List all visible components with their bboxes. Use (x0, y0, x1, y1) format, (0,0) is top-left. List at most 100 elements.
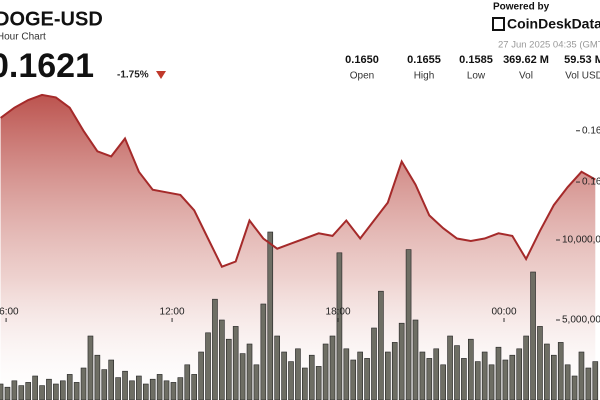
volume-bar (495, 346, 502, 400)
volume-bar (336, 252, 343, 400)
stat-value: 0.1650 (345, 54, 379, 66)
volume-bar (391, 342, 398, 400)
stat-label: Vol USD (565, 71, 600, 82)
stat-label: Vol (519, 71, 533, 82)
x-tick-label: 06:00 (0, 307, 19, 318)
volume-bar (412, 319, 419, 400)
volume-bar (163, 380, 170, 400)
volume-bar (73, 382, 80, 400)
volume-bar (253, 364, 260, 400)
volume-bar (0, 383, 4, 400)
stat-value: 0.1585 (459, 54, 493, 66)
volume-bar (115, 377, 121, 400)
volume-tick-label: 10,000,000 (562, 235, 600, 246)
volume-bar (225, 338, 232, 400)
stat-label: High (414, 71, 435, 82)
volume-bar (350, 359, 357, 400)
stat-value: 369.62 M (503, 54, 549, 66)
stats: 0.1650 Open 0.1655 High 0.1585 Low 369.62 M Vol… (345, 54, 600, 82)
timestamp: 27 Jun 2025 04:35 (GMT (498, 40, 600, 51)
volume-bar (571, 375, 578, 400)
volume-bar (156, 374, 163, 400)
volume-bar (564, 364, 571, 400)
volume-bar (94, 354, 101, 400)
volume-bar (87, 335, 94, 400)
volume-bar (288, 361, 294, 400)
volume-bar (177, 377, 184, 400)
volume-bar (468, 338, 474, 400)
volume-bar (274, 335, 280, 400)
down-arrow (156, 71, 166, 79)
y-tick-label: 0.1620 (582, 177, 600, 188)
volume-bar (474, 361, 481, 400)
logo-icon (492, 17, 505, 31)
volume-bar (537, 326, 543, 400)
volume-bar (419, 351, 426, 400)
volume-bar (66, 374, 73, 400)
volume-bar (322, 343, 329, 400)
volume-bar (281, 351, 287, 400)
x-tick-label: 18:00 (326, 307, 351, 318)
price-area (0, 94, 596, 400)
volume-bar (219, 319, 225, 400)
price: 0.1621 (0, 47, 94, 85)
volume-bar (488, 364, 495, 400)
price-line (0, 93, 596, 268)
plot: 06:00 12:00 18:00 00:00 0.1640 0.1620 10,000,0… (0, 93, 600, 400)
stat-label: Low (467, 71, 486, 82)
change: -1.75% (117, 70, 149, 81)
stat-value: 0.1655 (407, 54, 441, 66)
volume-bar (32, 375, 38, 400)
volume-bar (357, 351, 363, 400)
y-tick-label: 0.1640 (582, 125, 600, 136)
volume-bar (551, 354, 557, 400)
volume-bar (80, 367, 87, 400)
volume-bar (232, 326, 239, 400)
volume-bar (481, 351, 488, 400)
volume-bar (426, 358, 433, 400)
volume-bar (142, 383, 149, 400)
symbol: DOGE-USD (0, 8, 103, 30)
volume-bar (149, 378, 156, 400)
volume-bar (101, 369, 108, 400)
volume-bar (295, 348, 301, 400)
volume-bar (385, 351, 391, 400)
volume-bar (239, 353, 246, 400)
volume-bar (246, 343, 253, 400)
subtitle: 24 Hour Chart (0, 32, 46, 43)
volume-bar (557, 342, 564, 400)
volume-tick-label: 5,000,000 (562, 315, 600, 326)
volume-bar (11, 380, 18, 400)
volume-bar (25, 382, 32, 400)
stat-value: 59.53 M (564, 54, 600, 66)
volume-bar (371, 327, 377, 400)
volume-bar (184, 364, 191, 400)
volume-bar (122, 370, 128, 400)
volume-bar (136, 375, 142, 400)
volume-bar (191, 374, 197, 400)
volume-bar (509, 354, 516, 400)
volume-bar (260, 303, 267, 400)
volume-bar (405, 249, 412, 400)
volume-bar (461, 358, 467, 400)
volume-bar (364, 358, 370, 400)
volume-bar (46, 378, 52, 400)
volume-bar (308, 354, 315, 400)
x-tick-label: 12:00 (160, 307, 185, 318)
stat-label: Open (350, 71, 374, 82)
volume-bar (433, 348, 440, 400)
volume-bar (4, 386, 11, 400)
volume-bar (170, 382, 177, 400)
x-tick-label: 00:00 (491, 307, 516, 318)
volume-bar (129, 380, 135, 400)
volume-bar (516, 348, 523, 400)
volume-bar (108, 359, 115, 400)
volume-bar (267, 231, 274, 400)
volume-bar (59, 380, 66, 400)
volume-bar (302, 367, 308, 400)
volume-bar (315, 366, 322, 400)
volume-bar (440, 364, 446, 400)
volume-bar (585, 367, 592, 400)
